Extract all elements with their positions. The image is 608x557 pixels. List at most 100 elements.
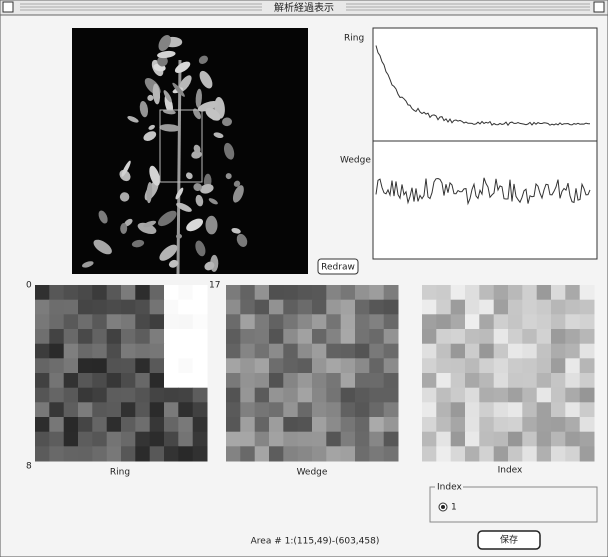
close-box[interactable] [3,2,13,12]
pixel-cell [565,446,580,461]
pixel-cell [508,285,523,300]
zoom-box[interactable] [594,2,604,12]
pixel-cell [451,446,466,461]
pixel-cell [422,417,437,432]
pixel-cell [35,314,50,329]
pixel-cell [341,446,356,461]
pixel-cell [369,402,384,417]
pixel-cell [240,329,255,344]
redraw-button[interactable]: Redraw [318,259,358,274]
pixel-cell [341,300,356,315]
pixel-cell [150,344,165,359]
pixel-cell [226,373,241,388]
pixel-cell [178,329,193,344]
pixel-cell [135,314,150,329]
pixel-cell [312,300,327,315]
pixel-cell [384,285,399,300]
radio-label: 1 [451,503,457,513]
pixel-cell [537,358,552,373]
pixel-cell [283,329,298,344]
pixel-cell [64,285,79,300]
pixel-cell [451,402,466,417]
pixel-cell [150,388,165,403]
pixel-cell [298,314,313,329]
pixel-cell [107,314,122,329]
window: 解析経過表示 Ring Wedge Redraw 0 17 8 Ring Wed… [0,0,608,557]
pixel-cell [326,446,341,461]
pixel-cell [78,300,93,315]
pixel-cell [436,417,451,432]
pixel-cell [465,344,480,359]
pixel-cell [537,285,552,300]
pixel-cell [121,358,136,373]
window-title: 解析経過表示 [274,1,334,14]
pixel-cell [341,285,356,300]
pixel-cell [269,285,284,300]
pixel-cell [551,373,566,388]
pixel-cell [479,388,494,403]
pixel-cell [369,417,384,432]
grid-caption: Ring [110,468,130,478]
pixel-cell [551,300,566,315]
pixel-cell [451,314,466,329]
pixel-cell [240,417,255,432]
pixel-cell [565,344,580,359]
pixel-cell [283,314,298,329]
pixel-cell [150,402,165,417]
pixel-cell [479,314,494,329]
pixel-cell [580,285,595,300]
pixel-cell [298,402,313,417]
pixel-cell [107,300,122,315]
grid-label: 0 [26,281,32,291]
pixel-cell [49,314,64,329]
pixel-cell [121,402,136,417]
pixel-cell [551,446,566,461]
pixel-cell [107,358,122,373]
pixel-cell [107,285,122,300]
pixel-cell [255,446,270,461]
pixel-cell [150,417,165,432]
pixel-cell [298,358,313,373]
pixel-cell [522,314,537,329]
pixel-cell [494,373,509,388]
pixel-cell [537,402,552,417]
pixel-cell [35,329,50,344]
pixel-cell [494,358,509,373]
pixel-cell [135,373,150,388]
pixel-cell [508,358,523,373]
pixel-cell [522,417,537,432]
pixel-cell [580,300,595,315]
pixel-cell [283,344,298,359]
pixel-cell [580,417,595,432]
pixel-cell [565,373,580,388]
pixel-cell [355,432,370,447]
pixel-cell [92,432,107,447]
pixel-cell [164,417,179,432]
pixel-cell [551,314,566,329]
pixel-cell [240,432,255,447]
pixel-cell [178,432,193,447]
pixel-cell [121,417,136,432]
pixel-cell [451,329,466,344]
pixel-cell [193,300,208,315]
pixel-cell [508,432,523,447]
pixel-cell [35,344,50,359]
pixel-cell [312,344,327,359]
pixel-cell [522,300,537,315]
pixel-cell [384,388,399,403]
pixel-cell [326,417,341,432]
pixel-cell [494,344,509,359]
pixel-cell [121,329,136,344]
pixel-cell [522,285,537,300]
pixel-cell [341,373,356,388]
pixel-cell [422,373,437,388]
pixel-cell [494,417,509,432]
pixel-cell [178,388,193,403]
pixel-cell [465,432,480,447]
pixel-cell [64,417,79,432]
pixel-cell [64,344,79,359]
save-button[interactable]: 保存 [478,531,540,549]
pixel-cell [283,285,298,300]
pixel-cell [193,329,208,344]
pixel-cell [64,373,79,388]
